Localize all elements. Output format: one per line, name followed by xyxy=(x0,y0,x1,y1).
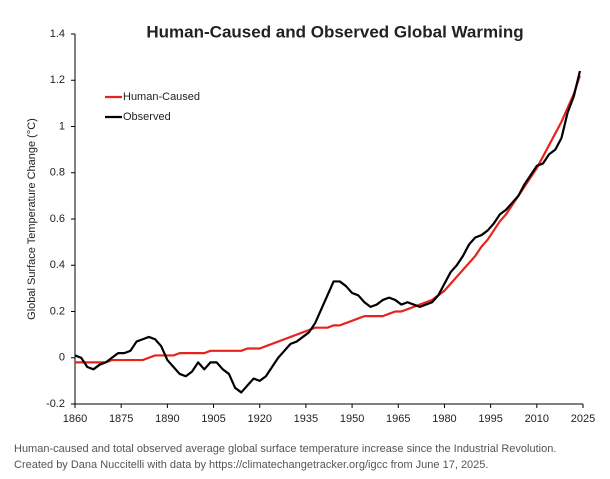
y-tick-label: -0.2 xyxy=(46,398,65,410)
y-tick-label: 1.2 xyxy=(50,74,65,86)
x-tick-label: 1935 xyxy=(294,413,318,425)
y-tick-label: 0.4 xyxy=(50,259,65,271)
x-tick-label: 1965 xyxy=(386,413,410,425)
y-tick-label: 0.2 xyxy=(50,305,65,317)
y-axis-label: Global Surface Temperature Change (°C) xyxy=(26,118,38,320)
x-tick-label: 1860 xyxy=(63,413,87,425)
chart-title: Human-Caused and Observed Global Warming xyxy=(146,22,523,41)
line-series xyxy=(74,70,581,394)
x-tick-label: 2010 xyxy=(525,413,549,425)
caption: Human-caused and total observed average … xyxy=(14,443,557,471)
x-tick-label: 1875 xyxy=(109,413,133,425)
legend-label: Observed xyxy=(123,111,171,123)
x-tick-label: 1890 xyxy=(155,413,179,425)
x-tick-label: 1950 xyxy=(340,413,364,425)
x-tick-label: 1920 xyxy=(247,413,271,425)
y-tick-label: 0.6 xyxy=(50,213,65,225)
line-series xyxy=(75,75,581,364)
y-tick-label: 1.4 xyxy=(50,28,65,40)
x-tick-label: 1905 xyxy=(201,413,225,425)
x-tick-label: 1995 xyxy=(478,413,502,425)
x-tick-label: 2025 xyxy=(571,413,595,425)
y-tick-label: 0 xyxy=(59,352,65,364)
y-tick-label: 1 xyxy=(59,120,65,132)
x-tick-label: 1980 xyxy=(432,413,456,425)
y-tick-label: 0.8 xyxy=(50,167,65,179)
legend-label: Human-Caused xyxy=(123,91,200,103)
chart: Human-Caused and Observed Global Warming… xyxy=(26,22,595,425)
